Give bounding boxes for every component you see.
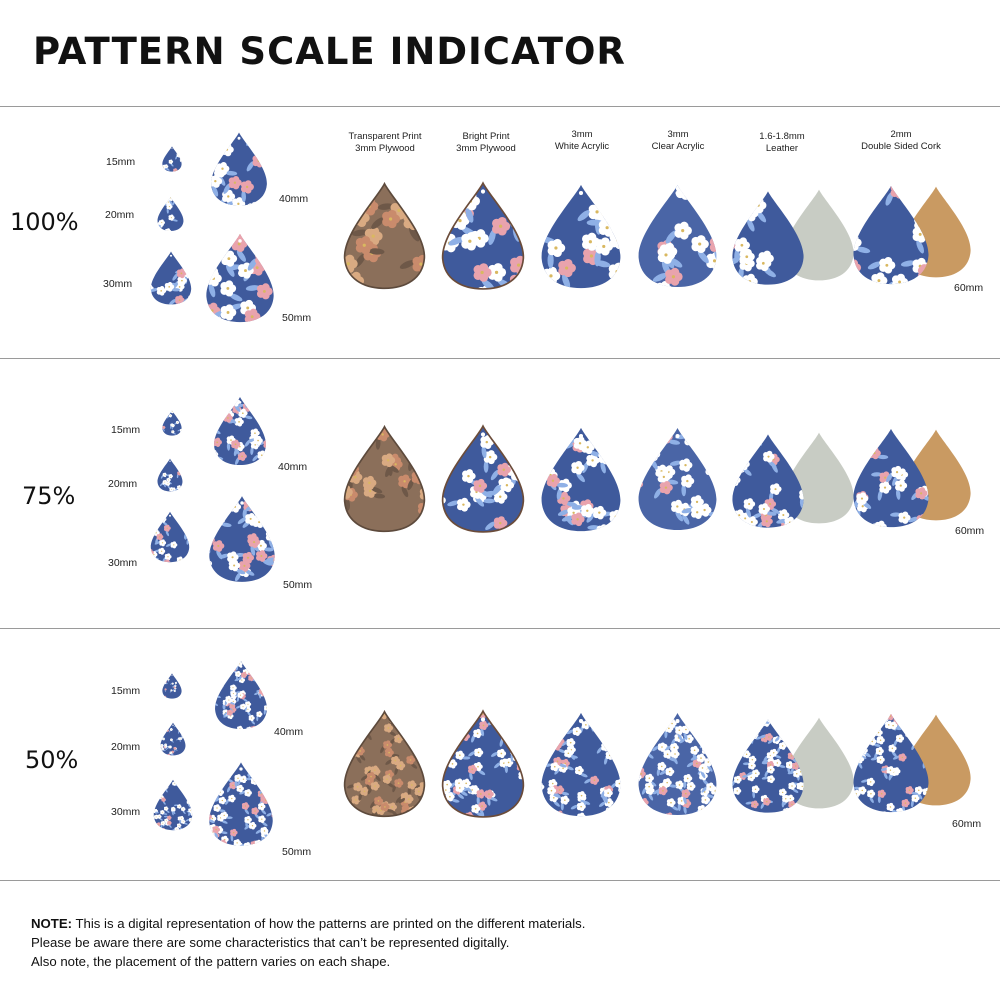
material-label-clear-acrylic: 3mm Clear Acrylic: [651, 129, 705, 152]
sample-leather: [732, 719, 804, 813]
material-label-white-acrylic: 3mm White Acrylic: [554, 129, 610, 152]
sample-cork: [853, 713, 929, 813]
material-label-leather: 1.6-1.8mm Leather: [759, 131, 805, 154]
size-label-30mm: 30mm: [111, 806, 141, 818]
sample-bright-plywood: [441, 709, 525, 818]
sample-40mm: [211, 132, 267, 206]
sample-transparent-plywood: [343, 181, 426, 290]
sample-20mm: [157, 458, 183, 492]
sample-transparent-plywood: [343, 424, 426, 533]
sample-clear-acrylic: [638, 184, 717, 288]
page-title: PATTERN SCALE INDICATOR: [33, 30, 626, 73]
sample-30mm: [150, 511, 190, 563]
sample-leather: [732, 191, 804, 285]
size-label-20mm: 20mm: [111, 741, 141, 753]
sample-bright-plywood: [441, 424, 525, 533]
size-label-50mm: 50mm: [282, 312, 312, 324]
size-label-60mm: 60mm: [952, 818, 982, 830]
material-label-cork: 2mm Double Sided Cork: [861, 129, 941, 152]
sample-clear-acrylic: [638, 712, 717, 816]
size-label-20mm: 20mm: [108, 478, 138, 490]
note-line-1: This is a digital representation of how …: [72, 916, 586, 931]
note-line-2: Please be aware there are some character…: [31, 935, 510, 950]
sample-50mm: [206, 233, 274, 323]
sample-white-acrylic: [541, 427, 621, 532]
divider-bottom: [0, 880, 1000, 881]
scale-label-75: 75%: [22, 482, 76, 510]
sample-white-acrylic: [541, 184, 621, 289]
divider-top: [0, 106, 1000, 107]
scale-label-50: 50%: [25, 746, 79, 774]
size-label-50mm: 50mm: [283, 579, 313, 591]
sample-cork: [853, 185, 929, 285]
size-label-30mm: 30mm: [103, 278, 133, 290]
sample-leather: [732, 434, 804, 528]
sample-white-acrylic: [541, 712, 621, 817]
sample-30mm: [153, 779, 193, 831]
size-label-50mm: 50mm: [282, 846, 312, 858]
note-line-3: Also note, the placement of the pattern …: [31, 954, 391, 969]
size-label-15mm: 15mm: [111, 424, 141, 436]
size-label-30mm: 30mm: [108, 557, 138, 569]
size-label-40mm: 40mm: [279, 193, 309, 205]
size-label-20mm: 20mm: [105, 209, 135, 221]
divider-1: [0, 358, 1000, 359]
sample-30mm: [150, 251, 192, 305]
material-label-bright-plywood: Bright Print 3mm Plywood: [456, 131, 516, 154]
sample-40mm: [214, 396, 266, 466]
sample-15mm: [162, 673, 182, 699]
note-label: NOTE:: [31, 916, 73, 931]
size-label-60mm: 60mm: [954, 282, 984, 294]
sample-50mm: [209, 496, 275, 582]
sample-15mm: [162, 410, 182, 436]
size-label-15mm: 15mm: [111, 685, 141, 697]
size-label-15mm: 15mm: [106, 156, 136, 168]
footer-note: NOTE: This is a digital representation o…: [31, 914, 585, 971]
size-label-40mm: 40mm: [278, 461, 308, 473]
sample-15mm: [162, 146, 182, 172]
size-label-60mm: 60mm: [955, 525, 985, 537]
sample-20mm: [157, 196, 184, 232]
sample-cork: [853, 428, 929, 528]
sample-50mm: [209, 762, 273, 846]
divider-2: [0, 628, 1000, 629]
size-label-40mm: 40mm: [274, 726, 304, 738]
sample-clear-acrylic: [638, 427, 717, 531]
sample-bright-plywood: [441, 181, 525, 290]
sample-20mm: [160, 722, 186, 756]
scale-label-100: 100%: [10, 208, 79, 236]
sample-transparent-plywood: [343, 709, 426, 818]
sample-40mm: [215, 660, 267, 730]
material-label-transparent-plywood: Transparent Print 3mm Plywood: [348, 131, 422, 154]
